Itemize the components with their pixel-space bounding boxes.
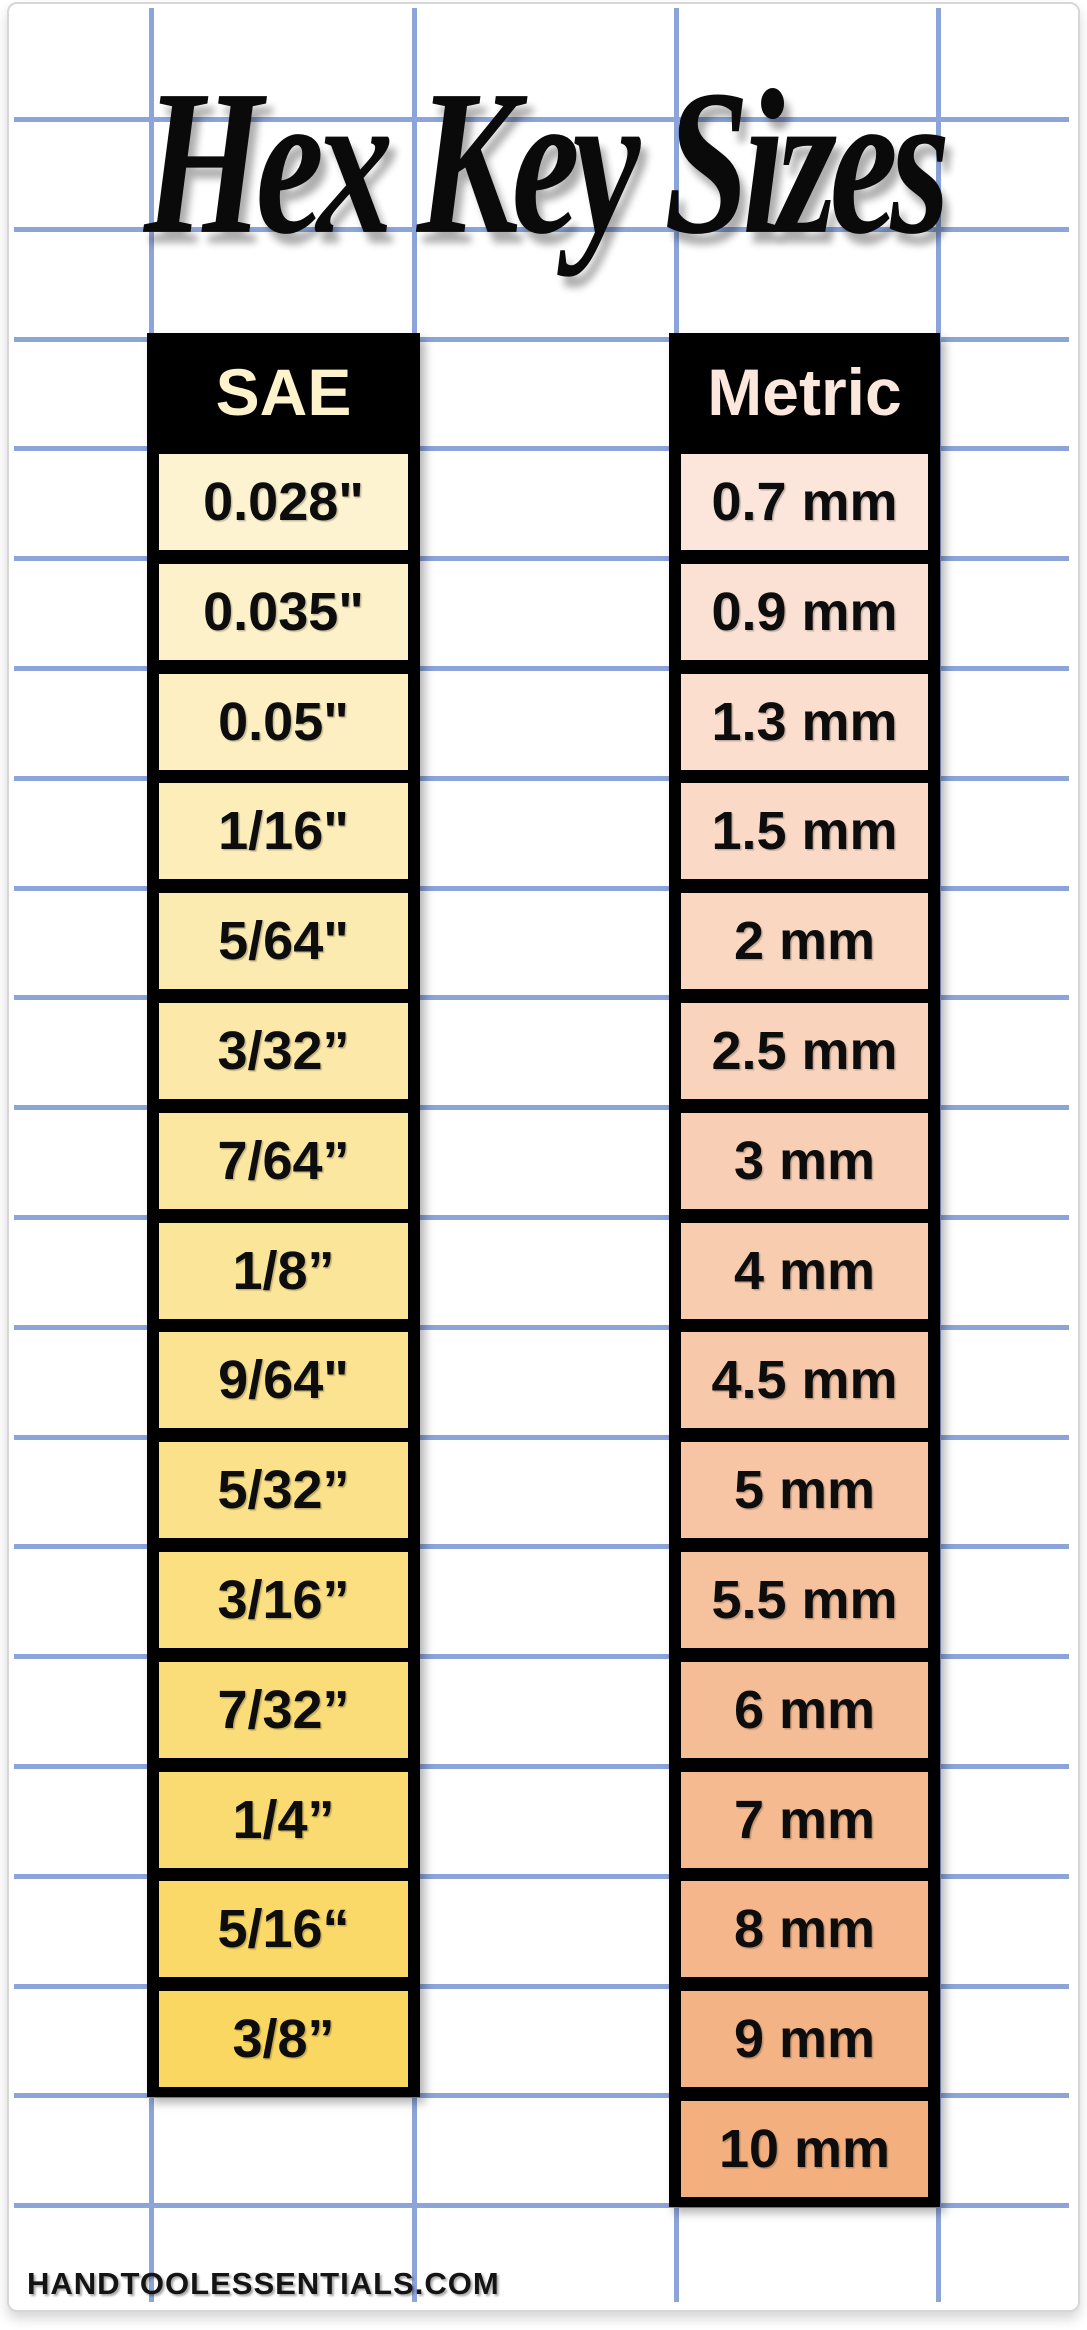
table-row: 9 mm <box>681 1991 928 2088</box>
table-row: 1.3 mm <box>681 673 928 770</box>
grid-hline <box>14 995 1069 1001</box>
grid-hline <box>14 1873 1069 1879</box>
table-row: 0.028" <box>159 454 408 550</box>
table-row: 5/32” <box>159 1442 408 1539</box>
grid-hline <box>14 666 1069 671</box>
table-row: 5/64" <box>159 893 408 990</box>
grid-hline <box>14 336 1069 342</box>
grid-hline <box>14 2093 1069 2099</box>
grid-hline <box>14 1215 1069 1220</box>
table-row: 4.5 mm <box>681 1332 928 1429</box>
table-row: 3/8” <box>159 1991 408 2088</box>
grid-hline <box>14 2203 1069 2209</box>
grid-hline <box>14 446 1069 452</box>
table-row: 1/4” <box>159 1771 408 1868</box>
grid-hline <box>14 556 1069 562</box>
table-row: 1.5 mm <box>681 783 928 880</box>
page-title: Hex Key Sizes <box>144 47 950 278</box>
table-row: 3/32” <box>159 1003 408 1099</box>
table-row: 3/16” <box>159 1552 408 1648</box>
grid-hline <box>14 1324 1069 1330</box>
metric-column: Metric 0.7 mm 0.9 mm 1.3 mm 1.5 mm 2 mm 2.5 m… <box>669 333 940 2207</box>
table-row: 10 mm <box>681 2101 928 2197</box>
grid-hline <box>14 885 1069 891</box>
table-row: 0.7 mm <box>681 454 928 550</box>
grid-hline <box>14 1544 1069 1550</box>
metric-header: Metric <box>707 354 902 429</box>
table-row: 1/16" <box>159 783 408 880</box>
watermark: HANDTOOLESSENTIALS.COM <box>27 2266 500 2301</box>
table-row: 0.9 mm <box>681 563 928 660</box>
table-row: 7/32” <box>159 1661 408 1758</box>
grid-hline <box>14 1105 1069 1111</box>
grid-hline <box>14 1983 1069 1989</box>
table-row: 5.5 mm <box>681 1552 928 1648</box>
table-row: 9/64" <box>159 1332 408 1429</box>
grid-hline <box>14 117 1069 122</box>
table-row: 0.035" <box>159 563 408 660</box>
table-row: 5/16“ <box>159 1881 408 1978</box>
sae-header: SAE <box>215 354 352 429</box>
table-row: 7 mm <box>681 1771 928 1868</box>
sae-column: SAE 0.028" 0.035" 0.05" 1/16" 5/64" 3/32” 7/64… <box>147 333 420 2097</box>
grid-hline <box>14 226 1069 232</box>
table-row: 1/8” <box>159 1222 408 1319</box>
table-row: 0.05" <box>159 673 408 770</box>
table-row: 2.5 mm <box>681 1003 928 1099</box>
table-row: 4 mm <box>681 1222 928 1319</box>
grid-hline <box>14 1654 1069 1660</box>
table-row: 7/64” <box>159 1112 408 1209</box>
table-row: 6 mm <box>681 1661 928 1758</box>
grid-hline <box>14 1434 1069 1440</box>
table-row: 2 mm <box>681 893 928 990</box>
grid-hline <box>14 1764 1069 1769</box>
grid-hline <box>14 775 1069 781</box>
table-row: 8 mm <box>681 1881 928 1978</box>
table-row: 5 mm <box>681 1442 928 1539</box>
table-row: 3 mm <box>681 1112 928 1209</box>
